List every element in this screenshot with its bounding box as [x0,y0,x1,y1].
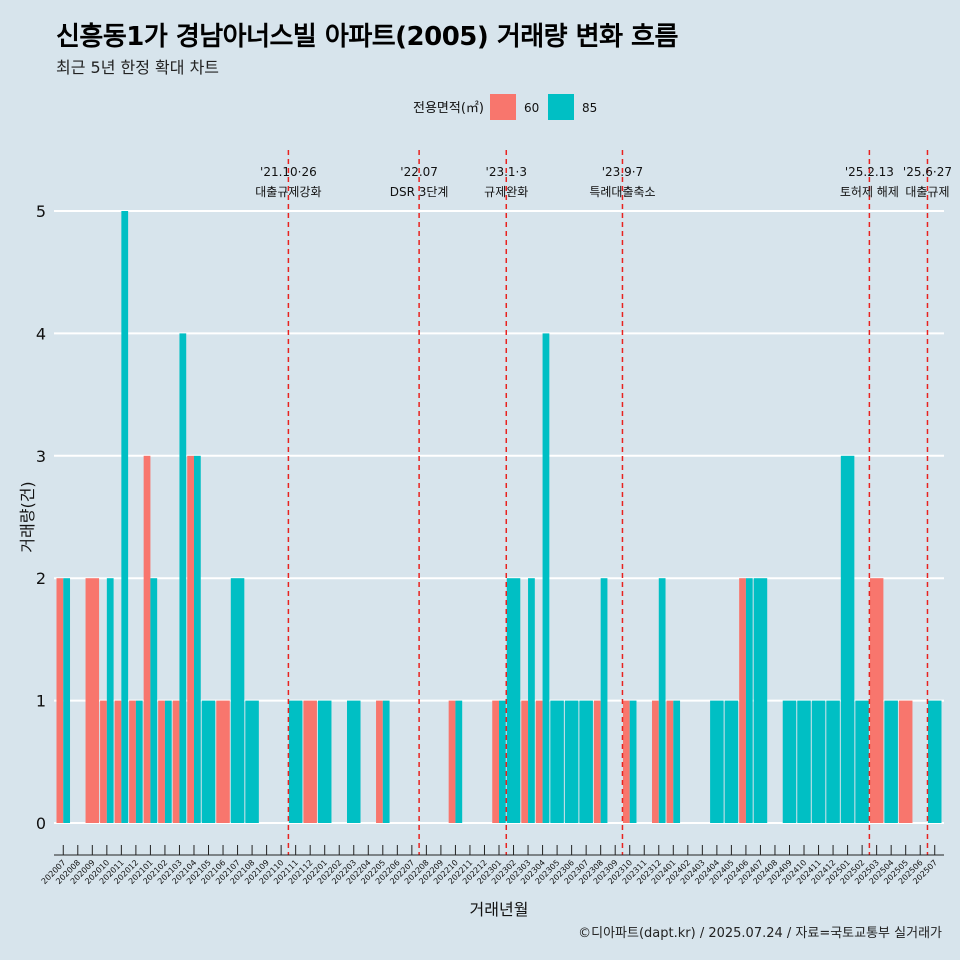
bar-85-202010 [106,578,114,823]
bar-85-202105 [201,700,216,823]
event-label: 규제완화 [484,185,528,199]
bar-85-202406 [745,578,753,823]
bar-85-202304 [542,333,550,823]
y-tick-label: 3 [36,447,46,466]
bar-60-202301 [492,700,499,823]
chart-subtitle: 최근 5년 한정 확대 차트 [56,58,220,77]
bar-60-202308 [593,700,601,823]
bar-60-202104 [187,455,194,823]
bar-85-202310 [629,700,637,823]
legend-title: 전용면적(㎡) [413,101,484,116]
bar-60-202312 [652,700,659,823]
event-date: '23.1·3 [486,165,527,179]
bar-85-202303 [528,578,535,823]
bar-60-202106 [216,700,230,823]
bar-60-202101 [143,455,151,823]
bar-85-202411 [811,700,826,823]
bar-85-202502 [855,700,869,823]
bar-85-202102 [164,700,172,823]
event-date: '21.10·26 [260,165,317,179]
bar-60-202010 [100,700,107,823]
bar-60-202011 [114,700,122,823]
bar-85-202306 [564,700,579,823]
bar-60-202009 [85,578,100,823]
bar-85-202407 [753,578,768,823]
chart-title: 신흥동1가 경남아너스빌 아파트(2005) 거래량 변화 흐름 [56,22,678,52]
event-label: 특례대출축소 [589,185,655,199]
bar-60-202505 [898,700,913,823]
bar-85-202111 [288,700,303,823]
bar-85-202305 [550,700,564,823]
bar-85-202203 [346,700,361,823]
legend-label-85: 85 [582,101,597,115]
bar-85-202107 [230,578,245,823]
bar-85-202101 [150,578,158,823]
event-label: 토허제 해제 [840,185,899,199]
event-date: '22.07 [400,165,438,179]
event-label: 대출규제 [905,185,949,199]
bar-85-202401 [673,700,681,823]
bars [56,211,942,823]
event-markers: '21.10·26 대출규제강화 '22.07 DSR 3단계 '23.1·3 규제완화 '… [255,150,952,855]
x-tick-labels: 2020072020082020092020102020112020122021… [40,858,939,886]
bar-85-202308 [600,578,608,823]
bar-60-202503 [869,578,884,823]
event-date: '25.6·27 [903,165,952,179]
bar-60-202406 [739,578,746,823]
bar-85-202103 [179,333,187,823]
bar-85-202104 [193,455,201,823]
bar-85-202504 [884,700,898,823]
legend-swatch-85 [548,94,574,120]
bar-85-202205 [382,700,390,823]
bar-85-202302 [506,578,521,823]
bar-60-202304 [535,700,543,823]
bar-85-202412 [826,700,840,823]
bar-85-202410 [797,700,811,823]
bar-60-202112 [303,700,317,823]
bar-85-202404 [710,700,724,823]
bar-85-202012 [135,700,143,823]
bar-60-202210 [448,700,456,823]
caption: ©디아파트(dapt.kr) / 2025.07.24 / 자료=국토교통부 실… [578,926,942,941]
y-tick-label: 4 [36,324,46,343]
bar-85-202201 [317,700,332,823]
y-tick-labels: 0 1 2 3 4 5 [36,202,46,833]
legend-label-60: 60 [524,101,539,115]
y-tick-label: 0 [36,814,46,833]
bar-60-202310 [622,700,630,823]
bar-60-202103 [172,700,180,823]
event-date: '25.2.13 [845,165,894,179]
bar-60-202007 [56,578,64,823]
bar-60-202303 [521,700,529,823]
bar-85-202409 [782,700,797,823]
bar-60-202102 [158,700,165,823]
legend: 전용면적(㎡) 60 85 [413,94,597,120]
event-label: DSR 3단계 [390,185,449,199]
y-tick-label: 1 [36,692,46,711]
bar-85-202312 [658,578,666,823]
bar-85-202307 [579,700,593,823]
bar-60-202205 [376,700,383,823]
bar-85-202507 [927,700,942,823]
bar-85-202405 [724,700,739,823]
x-axis [54,845,944,856]
bar-85-202108 [245,700,259,823]
bar-60-202012 [129,700,136,823]
event-label: 대출규제강화 [255,185,321,199]
event-date: '23.9·7 [602,165,643,179]
y-tick-label: 2 [36,569,46,588]
y-axis-title: 거래량(건) [18,481,37,552]
y-tick-label: 5 [36,202,46,221]
legend-swatch-60 [490,94,516,120]
bar-85-202011 [121,211,129,823]
bar-85-202210 [455,700,463,823]
bar-85-202007 [63,578,71,823]
bar-85-202301 [499,700,506,823]
x-axis-title: 거래년월 [470,900,529,919]
bar-60-202401 [666,700,674,823]
bar-85-202501 [840,455,855,823]
